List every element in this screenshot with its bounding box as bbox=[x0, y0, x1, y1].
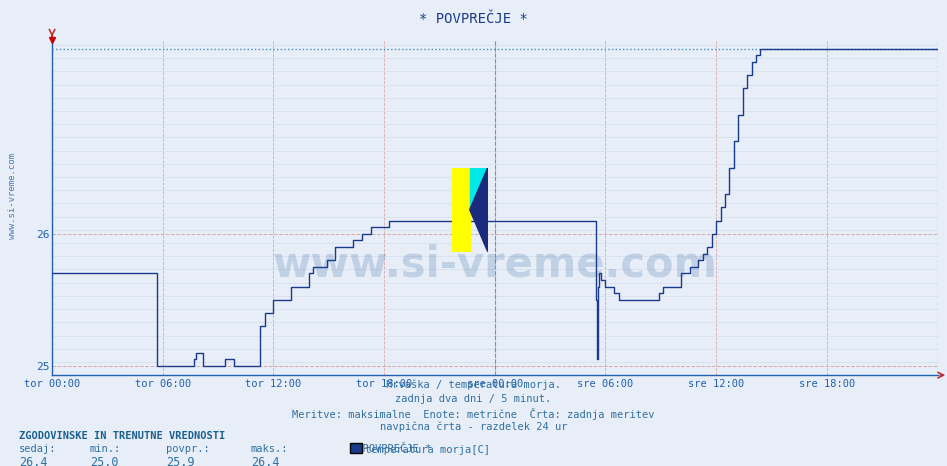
Polygon shape bbox=[470, 168, 488, 252]
Text: 25,9: 25,9 bbox=[166, 456, 194, 466]
Text: povpr.:: povpr.: bbox=[166, 444, 209, 453]
Text: Meritve: maksimalne  Enote: metrične  Črta: zadnja meritev: Meritve: maksimalne Enote: metrične Črta… bbox=[293, 408, 654, 420]
Text: zadnja dva dni / 5 minut.: zadnja dva dni / 5 minut. bbox=[396, 394, 551, 404]
Text: ZGODOVINSKE IN TRENUTNE VREDNOSTI: ZGODOVINSKE IN TRENUTNE VREDNOSTI bbox=[19, 431, 225, 441]
Text: Hrvaška / temperatura morja.: Hrvaška / temperatura morja. bbox=[386, 380, 561, 391]
Text: * POVPREČJE *: * POVPREČJE * bbox=[420, 12, 527, 26]
Text: 26,4: 26,4 bbox=[19, 456, 47, 466]
Text: * POVPREČJE *: * POVPREČJE * bbox=[350, 444, 432, 453]
Text: www.si-vreme.com: www.si-vreme.com bbox=[273, 243, 717, 285]
Text: sedaj:: sedaj: bbox=[19, 444, 57, 453]
Text: 25,0: 25,0 bbox=[90, 456, 118, 466]
Text: min.:: min.: bbox=[90, 444, 121, 453]
Polygon shape bbox=[452, 168, 470, 252]
Polygon shape bbox=[470, 168, 488, 210]
Text: navpična črta - razdelek 24 ur: navpična črta - razdelek 24 ur bbox=[380, 422, 567, 432]
Text: www.si-vreme.com: www.si-vreme.com bbox=[8, 153, 17, 239]
Text: 26,4: 26,4 bbox=[251, 456, 279, 466]
Text: maks.:: maks.: bbox=[251, 444, 289, 453]
Text: temperatura morja[C]: temperatura morja[C] bbox=[365, 445, 490, 455]
